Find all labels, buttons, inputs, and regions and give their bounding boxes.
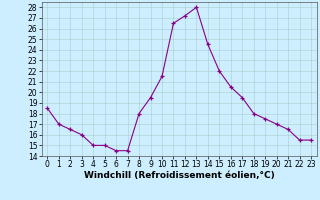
X-axis label: Windchill (Refroidissement éolien,°C): Windchill (Refroidissement éolien,°C): [84, 171, 275, 180]
